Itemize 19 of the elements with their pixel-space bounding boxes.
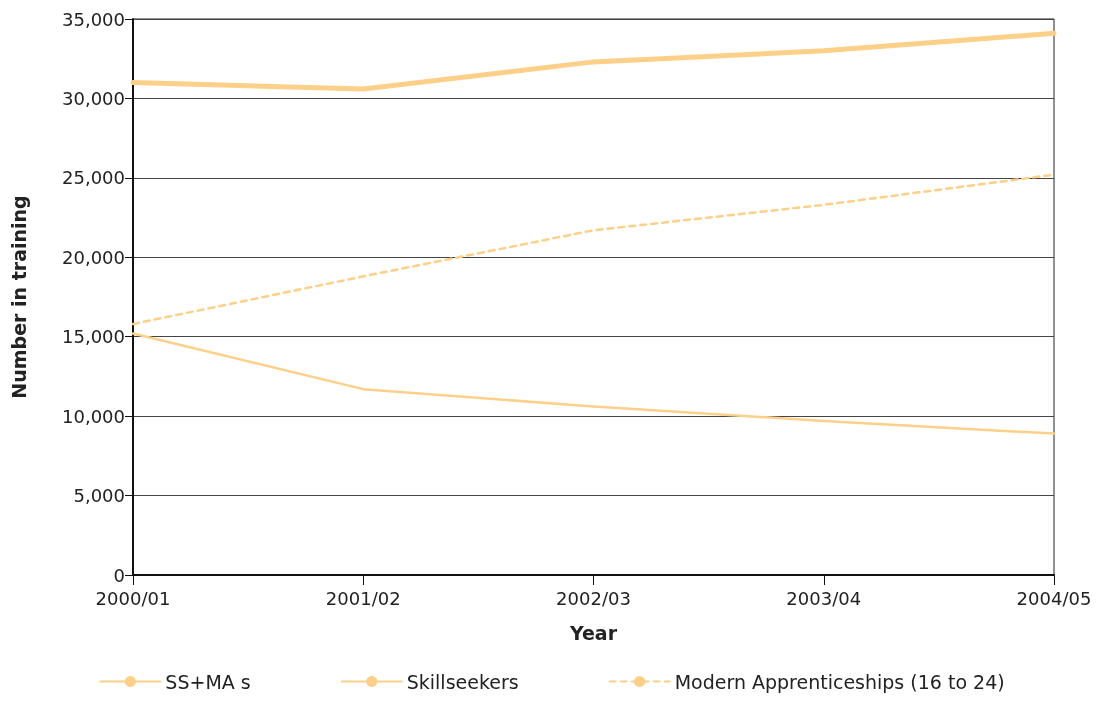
y-tick-label: 20,000 — [62, 246, 125, 268]
y-tick-label: 30,000 — [62, 87, 125, 109]
x-tick-label: 2004/05 — [1016, 587, 1092, 609]
x-tick-label: 2000/01 — [95, 587, 171, 609]
x-tick-label: 2003/04 — [786, 587, 862, 609]
line-series — [131, 332, 1056, 435]
y-tick-label: 10,000 — [62, 405, 125, 427]
legend-label: Modern Apprenticeships (16 to 24) — [674, 670, 1005, 693]
y-axis-title: Number in training — [7, 195, 30, 399]
x-tick-label: 2001/02 — [325, 587, 401, 609]
y-tick-label: 5,000 — [73, 485, 125, 507]
y-tick-label: 15,000 — [62, 326, 125, 348]
y-tick-label: 35,000 — [62, 8, 125, 30]
y-tick-label: 25,000 — [62, 167, 125, 189]
x-axis-title: Year — [568, 621, 618, 644]
x-tick-label: 2002/03 — [556, 587, 631, 609]
legend-label: Skillseekers — [406, 670, 519, 693]
legend-label: SS+MA s — [165, 670, 251, 693]
y-tick-label: 0 — [113, 564, 125, 586]
